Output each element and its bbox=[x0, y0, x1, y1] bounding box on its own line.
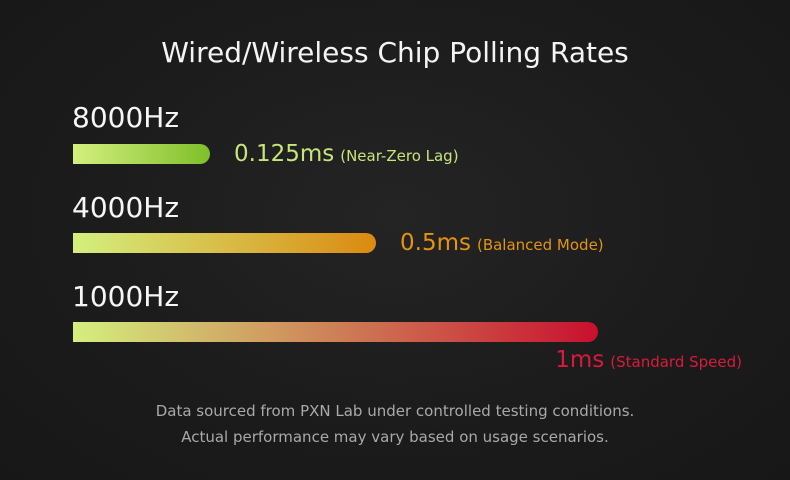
bar-category-label: 1000Hz bbox=[72, 280, 179, 313]
bar-category-label: 4000Hz bbox=[72, 191, 179, 224]
latency-value: 0.125ms bbox=[234, 141, 334, 167]
latency-note: (Near-Zero Lag) bbox=[340, 147, 458, 165]
latency-note: (Balanced Mode) bbox=[477, 236, 604, 254]
latency-bar bbox=[73, 322, 598, 342]
latency-value: 1ms bbox=[555, 347, 604, 373]
latency-value-label: 0.125ms (Near-Zero Lag) bbox=[234, 141, 459, 167]
latency-note: (Standard Speed) bbox=[610, 353, 742, 371]
footer-note-line-1: Data sourced from PXN Lab under controll… bbox=[0, 402, 790, 420]
bar-category-label: 8000Hz bbox=[72, 101, 179, 134]
chart-title: Wired/Wireless Chip Polling Rates bbox=[0, 36, 790, 69]
latency-value: 0.5ms bbox=[400, 230, 471, 256]
footer-note-line-2: Actual performance may vary based on usa… bbox=[0, 428, 790, 446]
latency-value-label: 1ms (Standard Speed) bbox=[555, 347, 742, 373]
latency-bar bbox=[73, 144, 210, 164]
latency-bar bbox=[73, 233, 376, 253]
latency-value-label: 0.5ms (Balanced Mode) bbox=[400, 230, 604, 256]
